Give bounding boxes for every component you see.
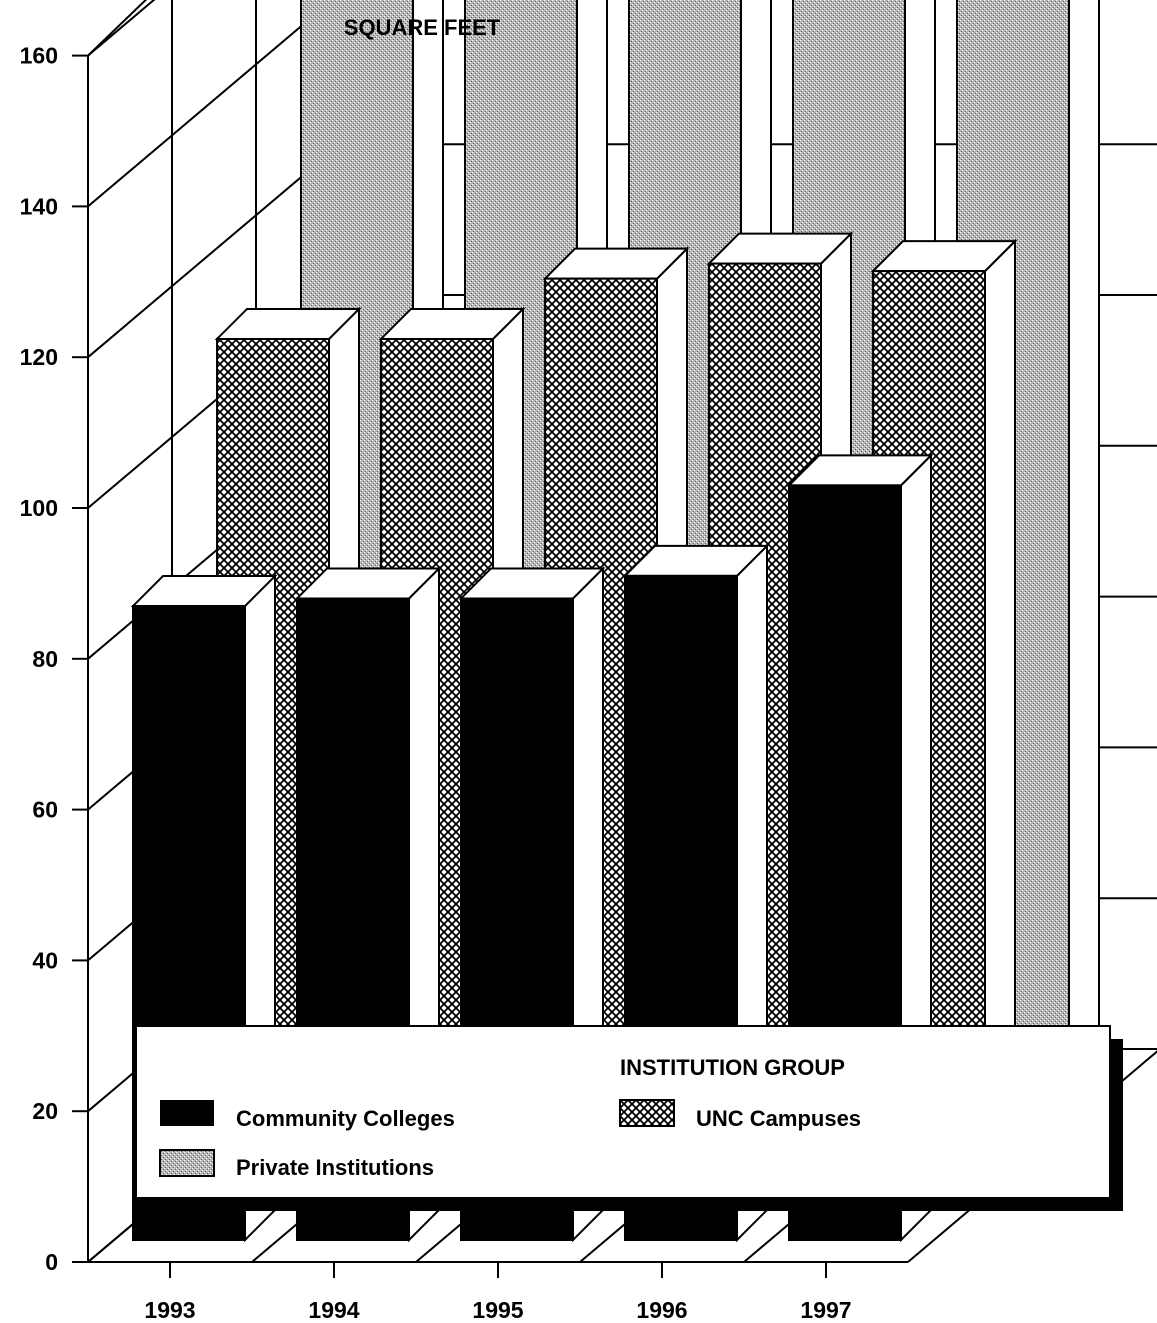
legend-swatch-community-colleges (160, 1100, 214, 1126)
legend-label-private-institutions: Private Institutions (236, 1155, 434, 1180)
legend-label-community-colleges: Community Colleges (236, 1106, 455, 1131)
legend-title: INSTITUTION GROUP (620, 1055, 845, 1080)
legend-swatch-unc-campuses (619, 1099, 675, 1127)
y-tick-label: 0 (45, 1249, 58, 1275)
y-tick-label: 20 (32, 1098, 58, 1124)
y-tick-label: 140 (20, 193, 58, 219)
x-tick-label: 1995 (472, 1297, 523, 1323)
legend-swatch-private-institutions (159, 1149, 215, 1177)
y-tick-label: 80 (32, 646, 58, 672)
y-tick-label: 100 (20, 495, 58, 521)
chart-title: SQUARE FEET (344, 15, 501, 40)
x-tick-label: 1994 (308, 1297, 359, 1323)
y-tick-label: 160 (20, 43, 58, 69)
side-wall-gridline (87, 143, 341, 358)
side-wall-top (87, 0, 148, 57)
side-wall-gridline (87, 0, 334, 208)
y-tick-label: 40 (32, 947, 58, 973)
x-tick-label: 1997 (800, 1297, 851, 1323)
side-wall-gridline (87, 0, 156, 57)
bar-side (1068, 0, 1100, 1101)
y-tick-label: 120 (20, 344, 58, 370)
legend: INSTITUTION GROUP Community Colleges UNC… (135, 1025, 1123, 1211)
x-tick-label: 1993 (144, 1297, 195, 1323)
y-tick-label: 60 (32, 797, 58, 823)
legend-label-unc-campuses: UNC Campuses (696, 1106, 861, 1131)
x-tick-label: 1996 (636, 1297, 687, 1323)
axes: 0 20 40 60 80 100 120 140 160 1993 1994 1995 1996 199… (20, 43, 908, 1323)
